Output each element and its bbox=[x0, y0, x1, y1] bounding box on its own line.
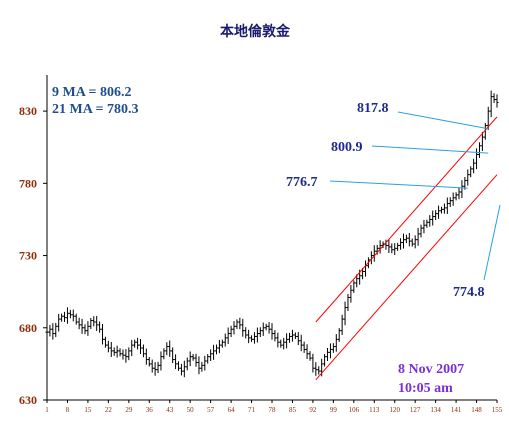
leader-774-8 bbox=[483, 204, 501, 281]
x-tick-label: 36 bbox=[146, 406, 154, 414]
x-tick-label: 29 bbox=[125, 406, 133, 414]
x-tick-label: 1 bbox=[45, 406, 49, 414]
ma9-label: 9 MA = 806.2 bbox=[52, 85, 132, 100]
leader-776-7 bbox=[329, 180, 468, 189]
x-tick-label: 22 bbox=[105, 406, 113, 414]
y-tick-label: 730 bbox=[19, 249, 37, 263]
x-tick-label: 155 bbox=[492, 406, 503, 414]
y-tick-label: 780 bbox=[19, 176, 37, 190]
trend-channel bbox=[315, 116, 498, 381]
date-label: 8 Nov 2007 bbox=[398, 362, 464, 377]
leader-800-9 bbox=[371, 145, 489, 154]
x-tick-label: 92 bbox=[309, 406, 317, 414]
time-label: 10:05 am bbox=[398, 381, 453, 396]
y-tick-label: 630 bbox=[19, 393, 37, 407]
x-tick-label: 113 bbox=[369, 406, 380, 414]
x-tick-label: 15 bbox=[84, 406, 92, 414]
x-tick-label: 120 bbox=[389, 406, 400, 414]
y-tick-label: 680 bbox=[19, 321, 37, 335]
leader-817-8 bbox=[397, 111, 489, 130]
annotation-774-8: 774.8 bbox=[453, 285, 485, 300]
x-tick-label: 64 bbox=[228, 406, 236, 414]
x-tick-label: 43 bbox=[166, 406, 174, 414]
x-tick-label: 99 bbox=[330, 406, 338, 414]
annotation-800-9: 800.9 bbox=[331, 140, 363, 155]
annotation-817-8: 817.8 bbox=[357, 101, 389, 116]
chart-title: 本地倫敦金 bbox=[220, 23, 291, 40]
ma21-label: 21 MA = 780.3 bbox=[52, 102, 139, 117]
channel-upper-line bbox=[315, 116, 498, 323]
x-tick-label: 71 bbox=[248, 406, 256, 414]
x-tick-label: 57 bbox=[207, 406, 215, 414]
x-tick-label: 8 bbox=[66, 406, 70, 414]
y-axis-ticks: 630 680 730 780 830 bbox=[19, 104, 47, 407]
x-tick-label: 85 bbox=[289, 406, 297, 414]
x-tick-label: 148 bbox=[471, 406, 482, 414]
x-tick-label: 127 bbox=[410, 406, 421, 414]
channel-lower-line bbox=[315, 174, 498, 381]
price-bars bbox=[45, 90, 499, 378]
annotation-776-7: 776.7 bbox=[286, 175, 318, 190]
x-tick-label: 134 bbox=[430, 406, 441, 414]
x-tick-label: 50 bbox=[187, 406, 195, 414]
annotation-lines bbox=[329, 111, 501, 281]
x-tick-label: 78 bbox=[269, 406, 277, 414]
x-axis-ticks: 1 8 15 22 29 36 43 50 57 64 71 78 85 92 99 106 113 120 127… bbox=[45, 400, 503, 414]
y-tick-label: 830 bbox=[19, 104, 37, 118]
x-tick-label: 106 bbox=[349, 406, 360, 414]
x-tick-label: 141 bbox=[451, 406, 462, 414]
